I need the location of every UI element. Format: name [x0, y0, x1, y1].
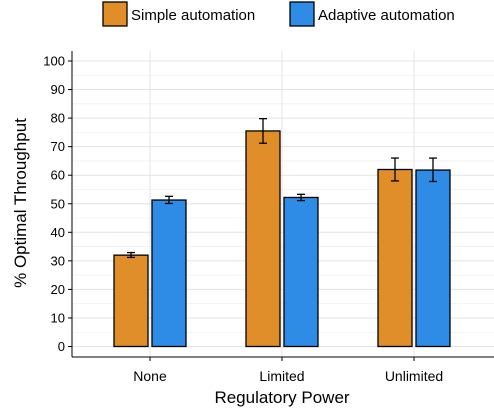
y-tick-label: 0 — [58, 339, 65, 354]
x-tick-label: Unlimited — [385, 368, 443, 384]
y-axis: 0 10 20 30 40 50 60 70 80 90 100 — [43, 51, 73, 357]
y-tick-label: 100 — [43, 54, 65, 69]
y-tick-label: 80 — [51, 111, 65, 126]
x-tick-label: Limited — [259, 368, 304, 384]
legend-swatch-adaptive-automation — [289, 1, 315, 27]
y-tick-label: 50 — [51, 196, 65, 211]
x-tick-label: None — [133, 368, 167, 384]
legend-label-adaptive-automation: Adaptive automation — [318, 7, 455, 24]
error-bars — [127, 118, 437, 259]
bar-adaptive-automation-none — [151, 199, 187, 348]
bar-adaptive-automation-unlimited — [415, 169, 451, 348]
bar-adaptive-automation-limited — [283, 196, 319, 348]
x-axis: None Limited Unlimited — [72, 356, 494, 384]
y-tick-label: 70 — [51, 139, 65, 154]
y-tick-label: 90 — [51, 82, 65, 97]
bars — [113, 130, 451, 348]
bar-simple-automation-limited — [245, 130, 281, 348]
bar-simple-automation-none — [113, 254, 149, 348]
legend-swatch-simple-automation — [102, 1, 128, 27]
bar-simple-automation-unlimited — [377, 168, 413, 348]
y-tick-label: 20 — [51, 282, 65, 297]
legend-label-simple-automation: Simple automation — [131, 7, 255, 24]
y-tick-label: 40 — [51, 225, 65, 240]
y-tick-label: 30 — [51, 253, 65, 268]
y-axis-title: % Optimal Throughput — [11, 118, 30, 288]
x-axis-title: Regulatory Power — [214, 388, 349, 407]
y-tick-label: 60 — [51, 168, 65, 183]
legend: Simple automation Adaptive automation — [102, 1, 455, 27]
y-tick-label: 10 — [51, 310, 65, 325]
